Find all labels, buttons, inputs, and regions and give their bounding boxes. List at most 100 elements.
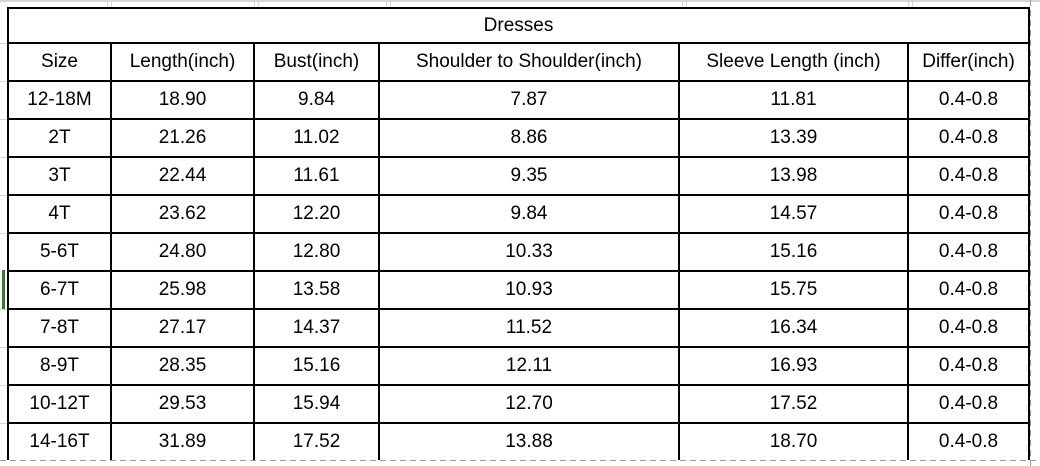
column-header[interactable]: Sleeve Length (inch): [678, 42, 909, 82]
measurement-cell[interactable]: 14.37: [253, 308, 380, 348]
measurement-cell[interactable]: 25.98: [110, 270, 255, 310]
measurement-cell[interactable]: 0.4-0.8: [907, 118, 1030, 158]
sheet-row-gridline-stub: [0, 309, 7, 310]
sheet-row-gridline-stub: [0, 195, 7, 196]
measurement-cell[interactable]: 11.61: [253, 156, 380, 196]
measurement-cell[interactable]: 18.90: [110, 80, 255, 120]
table-row: 2T 21.26 11.02 8.86 13.39 0.4-0.8: [7, 118, 1030, 158]
measurement-cell[interactable]: 13.58: [253, 270, 380, 310]
measurement-cell[interactable]: 0.4-0.8: [907, 384, 1030, 424]
table-row: 3T 22.44 11.61 9.35 13.98 0.4-0.8: [7, 156, 1030, 196]
measurement-cell[interactable]: 15.16: [253, 346, 380, 386]
measurement-cell[interactable]: 27.17: [110, 308, 255, 348]
size-cell[interactable]: 12-18M: [7, 80, 112, 120]
measurement-cell[interactable]: 16.93: [678, 346, 909, 386]
measurement-cell[interactable]: 10.93: [378, 270, 680, 310]
size-chart-table: Dresses Size Length(inch) Bust(inch) Should…: [7, 7, 1030, 460]
measurement-cell[interactable]: 24.80: [110, 232, 255, 272]
measurement-cell[interactable]: 11.81: [678, 80, 909, 120]
measurement-cell[interactable]: 23.62: [110, 194, 255, 234]
measurement-cell[interactable]: 14.57: [678, 194, 909, 234]
selection-indicator: [2, 270, 5, 309]
sheet-row-gridline-stub: [0, 385, 7, 386]
sheet-column-gridline-stub: [107, 0, 112, 8]
table-row: 7-8T 27.17 14.37 11.52 16.34 0.4-0.8: [7, 308, 1030, 348]
sheet-row-gridline-stub: [0, 43, 7, 44]
measurement-cell[interactable]: 17.52: [678, 384, 909, 424]
measurement-cell[interactable]: 15.75: [678, 270, 909, 310]
sheet-gridline-top: [0, 0, 1040, 2]
measurement-cell[interactable]: 8.86: [378, 118, 680, 158]
page-break-line-vertical: [1030, 0, 1031, 466]
size-cell[interactable]: 5-6T: [7, 232, 112, 272]
measurement-cell[interactable]: 12.20: [253, 194, 380, 234]
measurement-cell[interactable]: 12.70: [378, 384, 680, 424]
measurement-cell[interactable]: 0.4-0.8: [907, 194, 1030, 234]
table-header-row: Size Length(inch) Bust(inch) Shoulder to Sh…: [7, 42, 1030, 82]
sheet-title-cell[interactable]: Dresses: [7, 7, 1030, 44]
measurement-cell[interactable]: 0.4-0.8: [907, 308, 1030, 348]
measurement-cell[interactable]: 0.4-0.8: [907, 232, 1030, 272]
measurement-cell[interactable]: 22.44: [110, 156, 255, 196]
measurement-cell[interactable]: 9.84: [378, 194, 680, 234]
size-cell[interactable]: 7-8T: [7, 308, 112, 348]
size-cell[interactable]: 10-12T: [7, 384, 112, 424]
measurement-cell[interactable]: 7.87: [378, 80, 680, 120]
measurement-cell[interactable]: 21.26: [110, 118, 255, 158]
sheet-column-gridline-stub: [682, 0, 687, 8]
page-break-line-horizontal: [0, 460, 1040, 461]
measurement-cell[interactable]: 0.4-0.8: [907, 156, 1030, 196]
measurement-cell[interactable]: 0.4-0.8: [907, 80, 1030, 120]
measurement-cell[interactable]: 31.89: [110, 422, 255, 460]
size-cell[interactable]: 2T: [7, 118, 112, 158]
measurement-cell[interactable]: 29.53: [110, 384, 255, 424]
measurement-cell[interactable]: 0.4-0.8: [907, 270, 1030, 310]
size-cell[interactable]: 8-9T: [7, 346, 112, 386]
sheet-row-gridline-stub: [0, 81, 7, 82]
table-row: 5-6T 24.80 12.80 10.33 15.16 0.4-0.8: [7, 232, 1030, 272]
measurement-cell[interactable]: 13.88: [378, 422, 680, 460]
sheet-row-gridline-stub: [0, 423, 7, 424]
sheet-row-gridline-stub: [0, 157, 7, 158]
measurement-cell[interactable]: 11.02: [253, 118, 380, 158]
column-header[interactable]: Differ(inch): [907, 42, 1030, 82]
size-cell[interactable]: 6-7T: [7, 270, 112, 310]
sheet-column-gridline-stub: [386, 0, 391, 8]
sheet-row-gridline-stub: [0, 119, 7, 120]
column-header[interactable]: Length(inch): [110, 42, 255, 82]
measurement-cell[interactable]: 9.35: [378, 156, 680, 196]
table-row: 4T 23.62 12.20 9.84 14.57 0.4-0.8: [7, 194, 1030, 234]
table-row: 8-9T 28.35 15.16 12.11 16.93 0.4-0.8: [7, 346, 1030, 386]
measurement-cell[interactable]: 11.52: [378, 308, 680, 348]
measurement-cell[interactable]: 0.4-0.8: [907, 422, 1030, 460]
table-row: 6-7T 25.98 13.58 10.93 15.75 0.4-0.8: [7, 270, 1030, 310]
measurement-cell[interactable]: 13.98: [678, 156, 909, 196]
size-cell[interactable]: 3T: [7, 156, 112, 196]
measurement-cell[interactable]: 15.16: [678, 232, 909, 272]
measurement-cell[interactable]: 16.34: [678, 308, 909, 348]
table-row: 14-16T 31.89 17.52 13.88 18.70 0.4-0.8: [7, 422, 1030, 460]
table-row: 10-12T 29.53 15.94 12.70 17.52 0.4-0.8: [7, 384, 1030, 424]
sheet-row-gridline-stub: [0, 347, 7, 348]
measurement-cell[interactable]: 17.52: [253, 422, 380, 460]
size-cell[interactable]: 14-16T: [7, 422, 112, 460]
column-header[interactable]: Bust(inch): [253, 42, 380, 82]
measurement-cell[interactable]: 0.4-0.8: [907, 346, 1030, 386]
size-cell[interactable]: 4T: [7, 194, 112, 234]
measurement-cell[interactable]: 15.94: [253, 384, 380, 424]
measurement-cell[interactable]: 12.11: [378, 346, 680, 386]
table-title-row: Dresses: [7, 7, 1030, 44]
sheet-column-gridline-stub: [908, 0, 913, 8]
measurement-cell[interactable]: 13.39: [678, 118, 909, 158]
table-row: 12-18M 18.90 9.84 7.87 11.81 0.4-0.8: [7, 80, 1030, 120]
measurement-cell[interactable]: 10.33: [378, 232, 680, 272]
sheet-column-gridline-stub: [254, 0, 259, 8]
measurement-cell[interactable]: 9.84: [253, 80, 380, 120]
measurement-cell[interactable]: 12.80: [253, 232, 380, 272]
sheet-row-gridline-stub: [0, 233, 7, 234]
measurement-cell[interactable]: 18.70: [678, 422, 909, 460]
measurement-cell[interactable]: 28.35: [110, 346, 255, 386]
column-header[interactable]: Shoulder to Shoulder(inch): [378, 42, 680, 82]
column-header[interactable]: Size: [7, 42, 112, 82]
